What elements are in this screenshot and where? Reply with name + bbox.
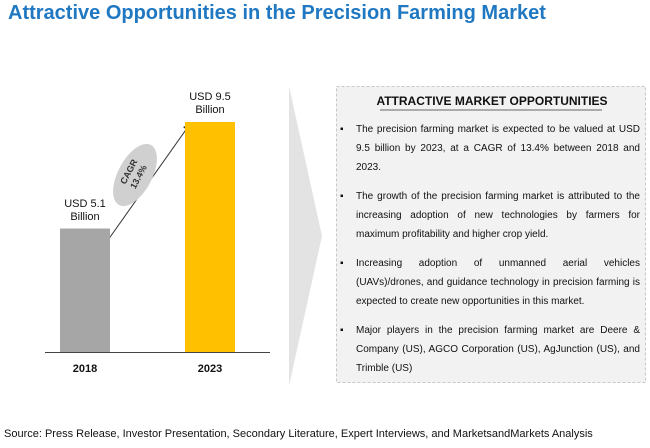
bullet: Major players in the precision farming m… <box>340 321 640 378</box>
chevron <box>289 86 322 386</box>
panel-heading: ATTRACTIVE MARKET OPPORTUNITIES <box>376 94 608 108</box>
source: Source: Press Release, Investor Presenta… <box>4 428 593 440</box>
cagr-bubble <box>113 143 157 207</box>
bullet: Increasing adoption of unmanned aerial v… <box>340 254 640 311</box>
bullet-list: The precision farming market is expected… <box>340 120 640 388</box>
value-label: USD 9.5 Billion <box>189 91 231 116</box>
x-tick-label: 2018 <box>72 363 98 375</box>
bullet: The precision farming market is expected… <box>340 120 640 177</box>
title: Attractive Opportunities in the Precisio… <box>8 2 546 24</box>
bar <box>185 122 235 352</box>
x-tick-label: 2023 <box>197 363 223 375</box>
bullet: The growth of the precision farming mark… <box>340 187 640 244</box>
value-label: USD 5.1 Billion <box>64 197 106 223</box>
bar <box>60 228 110 352</box>
